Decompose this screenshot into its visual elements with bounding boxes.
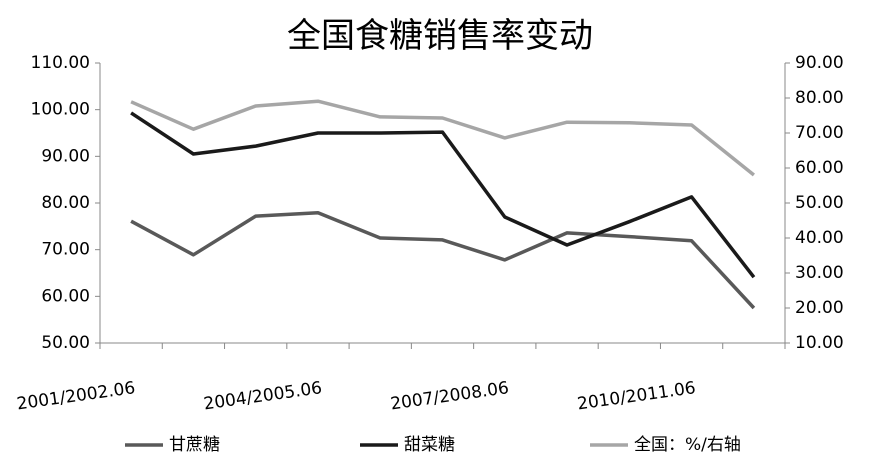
series-line — [130, 211, 756, 310]
y-tick-label: 100.00 — [31, 100, 90, 120]
y-tick-label: 80.00 — [41, 193, 90, 213]
y2-tick-label: 20.00 — [795, 298, 844, 318]
x-tick-label: 2004/2005.06 — [202, 378, 323, 414]
x-tick-label: 2007/2008.06 — [389, 378, 510, 414]
y2-tick-label: 10.00 — [795, 333, 844, 353]
y-tick-label: 70.00 — [41, 240, 90, 260]
legend-label: 全国：%/右轴 — [634, 435, 741, 455]
y2-tick-label: 30.00 — [795, 263, 844, 283]
x-tick-label: 2001/2002.06 — [16, 378, 137, 414]
y2-tick-label: 90.00 — [795, 53, 844, 73]
y2-tick-label: 50.00 — [795, 193, 844, 213]
y-tick-label: 90.00 — [41, 146, 90, 166]
legend-label: 甘蔗糖 — [169, 435, 220, 455]
legend-label: 甜菜糖 — [404, 435, 455, 455]
chart-title: 全国食糖销售率变动 — [287, 16, 593, 56]
y2-tick-label: 80.00 — [795, 88, 844, 108]
x-tick-label: 2010/2011.06 — [576, 378, 697, 414]
y-tick-label: 50.00 — [41, 333, 90, 353]
series-line — [130, 99, 755, 177]
y2-tick-label: 70.00 — [795, 123, 844, 143]
y2-tick-label: 40.00 — [795, 228, 844, 248]
series-line — [130, 111, 756, 279]
y-tick-label: 60.00 — [41, 286, 90, 306]
y2-tick-label: 60.00 — [795, 158, 844, 178]
y-tick-label: 110.00 — [31, 53, 90, 73]
